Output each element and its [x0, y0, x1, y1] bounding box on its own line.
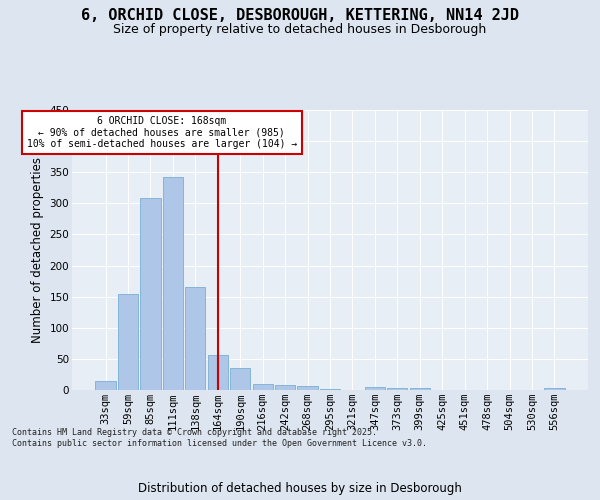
Bar — [253, 384, 273, 390]
Bar — [365, 387, 385, 390]
Bar — [185, 288, 205, 390]
Bar — [140, 198, 161, 390]
Text: Size of property relative to detached houses in Desborough: Size of property relative to detached ho… — [113, 22, 487, 36]
Bar — [320, 389, 340, 390]
Text: Distribution of detached houses by size in Desborough: Distribution of detached houses by size … — [138, 482, 462, 495]
Bar — [230, 368, 250, 390]
Y-axis label: Number of detached properties: Number of detached properties — [31, 157, 44, 343]
Bar — [544, 388, 565, 390]
Text: Contains HM Land Registry data © Crown copyright and database right 2025.
Contai: Contains HM Land Registry data © Crown c… — [12, 428, 427, 448]
Bar — [163, 177, 183, 390]
Bar — [410, 388, 430, 390]
Bar — [298, 386, 317, 390]
Text: 6 ORCHID CLOSE: 168sqm
← 90% of detached houses are smaller (985)
10% of semi-de: 6 ORCHID CLOSE: 168sqm ← 90% of detached… — [26, 116, 297, 150]
Bar — [275, 385, 295, 390]
Bar — [208, 354, 228, 390]
Text: 6, ORCHID CLOSE, DESBOROUGH, KETTERING, NN14 2JD: 6, ORCHID CLOSE, DESBOROUGH, KETTERING, … — [81, 8, 519, 22]
Bar — [387, 388, 407, 390]
Bar — [118, 294, 138, 390]
Bar — [95, 380, 116, 390]
